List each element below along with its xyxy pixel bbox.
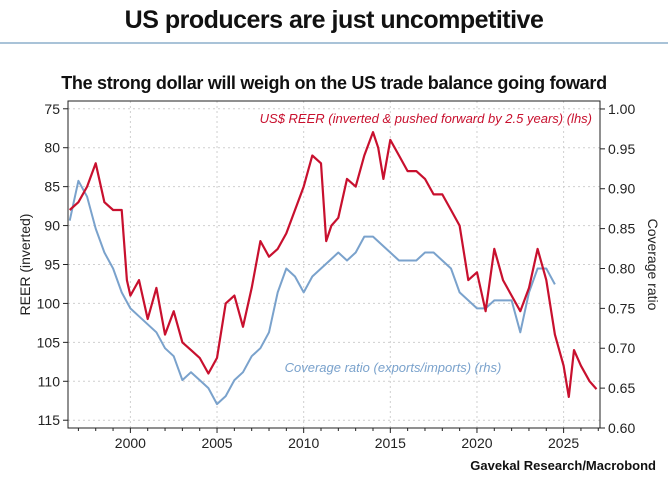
x-tick-label: 2005 <box>201 435 232 451</box>
series-line-reer <box>68 131 598 398</box>
ticks: 75 80 85 90 95 100 105 110 115 1.00 0.95 0.90 0.85 0.… <box>37 101 636 451</box>
y-axis-right-title: Coverage ratio <box>645 219 661 311</box>
y-right-tick-label: 0.75 <box>608 300 635 316</box>
series <box>68 131 598 406</box>
y-right-tick-label: 0.90 <box>608 181 635 197</box>
x-tick-label: 2015 <box>375 435 406 451</box>
x-tick-label: 2010 <box>288 435 319 451</box>
headline: US producers are just uncompetitive <box>124 6 544 34</box>
header-divider <box>0 42 668 44</box>
chart-title: The strong dollar will weigh on the US t… <box>61 73 607 93</box>
source-credit: Gavekal Research/Macrobond <box>470 458 656 473</box>
y-left-tick-label: 75 <box>44 101 60 117</box>
y-left-tick-label: 100 <box>37 295 61 311</box>
series-label-reer: US$ REER (inverted & pushed forward by 2… <box>260 111 592 126</box>
x-tick-label: 2000 <box>115 435 146 451</box>
y-left-tick-label: 85 <box>44 179 60 195</box>
series-line-coverage <box>68 179 556 406</box>
x-tick-label: 2020 <box>461 435 492 451</box>
y-left-tick-label: 115 <box>38 412 61 428</box>
y-left-tick-label: 90 <box>44 218 60 234</box>
y-right-tick-label: 0.65 <box>608 380 635 396</box>
y-right-tick-label: 0.70 <box>608 340 635 356</box>
y-left-tick-label: 80 <box>44 140 60 156</box>
y-right-tick-label: 0.85 <box>608 221 635 237</box>
y-left-tick-label: 95 <box>44 257 60 273</box>
y-axis-left-title: REER (inverted) <box>17 214 33 316</box>
y-right-tick-label: 0.60 <box>608 420 635 436</box>
x-tick-label: 2025 <box>548 435 579 451</box>
y-right-tick-label: 0.95 <box>608 141 635 157</box>
grid <box>68 101 600 428</box>
series-label-coverage: Coverage ratio (exports/imports) (rhs) <box>285 360 502 375</box>
y-left-tick-label: 110 <box>38 373 61 389</box>
y-right-tick-label: 0.80 <box>608 260 635 276</box>
y-left-tick-label: 105 <box>37 334 61 350</box>
y-right-tick-label: 1.00 <box>608 101 635 117</box>
